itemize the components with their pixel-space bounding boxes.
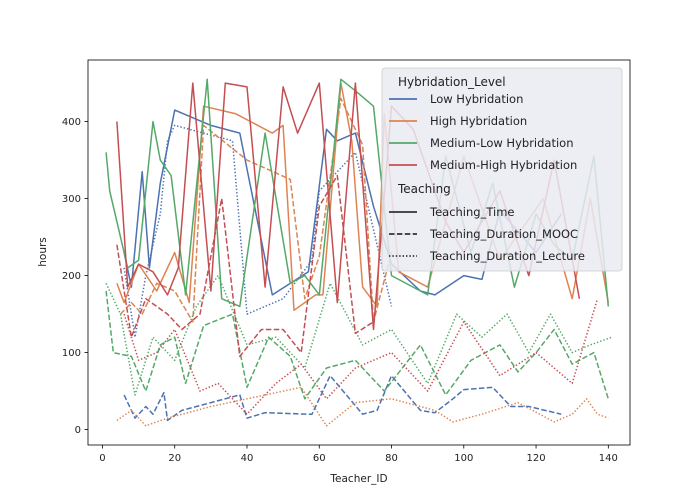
legend-style-entries: Teaching_Time Teaching_Duration_MOOC Teach…	[389, 205, 585, 263]
series-line-4	[119, 97, 393, 323]
legend-hue-entries: Low Hybridation High Hybridation Medium-Lo…	[389, 92, 577, 172]
series-line-0	[123, 109, 562, 296]
legend-style-label: Teaching_Time	[429, 205, 514, 219]
legend-style-title: Teaching	[397, 182, 451, 196]
legend-style-label: Teaching_Duration_Lecture	[429, 249, 585, 263]
x-tick-label: 0	[99, 453, 105, 464]
x-tick-label: 80	[385, 453, 398, 464]
series-line-10	[116, 174, 374, 358]
legend-entry-label: Medium-Low Hybridation	[430, 136, 574, 150]
y-axis: 0 100 200 300 400	[62, 117, 88, 436]
legend-entry-label: Medium-High Hybridation	[430, 158, 577, 172]
legend-box	[381, 67, 623, 272]
y-tick-label: 0	[75, 425, 81, 436]
x-tick-label: 20	[168, 453, 181, 464]
y-tick-label: 400	[62, 117, 81, 128]
x-tick-label: 60	[313, 453, 326, 464]
series-line-7	[105, 290, 610, 400]
legend-entry-label: High Hybridation	[430, 114, 527, 128]
y-axis-title: hours	[37, 237, 49, 267]
series-line-1	[123, 374, 562, 422]
series-line-5	[116, 386, 609, 427]
x-tick-label: 100	[454, 453, 473, 464]
x-tick-label: 40	[241, 453, 254, 464]
legend: Hybridation_Level Low Hybridation High Hy…	[381, 67, 623, 272]
x-tick-label: 140	[599, 453, 618, 464]
y-tick-label: 300	[62, 194, 81, 205]
series-line-11	[123, 298, 599, 415]
legend-hue-title: Hybridation_Level	[398, 75, 506, 89]
y-tick-label: 100	[62, 348, 81, 359]
x-axis-title: Teacher_ID	[329, 473, 387, 485]
legend-entry-label: Low Hybridation	[430, 92, 523, 106]
y-tick-label: 200	[62, 271, 81, 282]
legend-style-label: Teaching_Duration_MOOC	[429, 227, 578, 241]
x-tick-label: 120	[527, 453, 546, 464]
x-axis: 0 20 40 60 80 100 120 140	[99, 445, 618, 464]
